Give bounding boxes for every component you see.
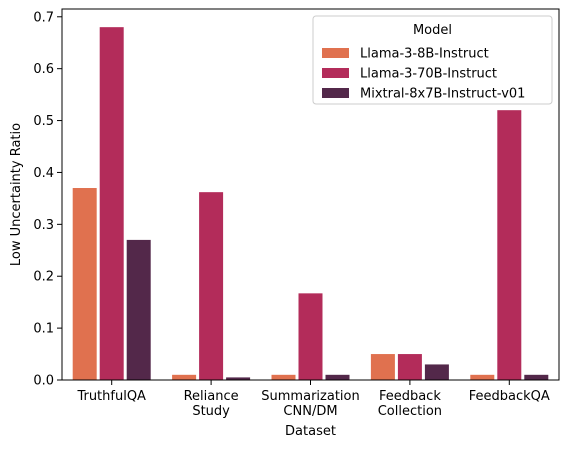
x-tick-label-line: CNN/DM xyxy=(283,404,337,419)
x-tick-label-line: TruthfulQA xyxy=(76,389,146,404)
bar-mixtral-8x7b-instruct-v01-2 xyxy=(325,374,350,380)
y-tick-label: 0.6 xyxy=(33,62,54,77)
x-tick-label-line: Study xyxy=(192,404,230,419)
legend: Model Llama-3-8B-Instruct Llama-3-70B-Inst… xyxy=(312,15,553,105)
bars-layer xyxy=(72,27,549,381)
legend-label: Llama-3-8B-Instruct xyxy=(360,47,489,62)
bar-llama-3-8b-instruct-2 xyxy=(271,374,296,380)
x-tick-label-line: Summarization xyxy=(261,389,359,404)
bar-llama-3-8b-instruct-0 xyxy=(72,188,97,380)
legend-label: Llama-3-70B-Instruct xyxy=(360,67,497,82)
y-axis: 0.0 0.1 0.2 0.3 0.4 0.5 0.6 0.7 xyxy=(33,10,62,389)
y-tick-label: 0.4 xyxy=(33,166,54,181)
y-tick-label: 0.3 xyxy=(33,218,54,233)
bar-llama-3-70b-instruct-0 xyxy=(99,27,124,381)
bar-llama-3-8b-instruct-1 xyxy=(172,374,197,380)
y-tick-label: 0.2 xyxy=(33,270,54,285)
bar-llama-3-70b-instruct-3 xyxy=(397,354,422,380)
legend-title: Model xyxy=(413,23,452,38)
x-tick-label-line: Reliance xyxy=(184,389,239,404)
bar-llama-3-70b-instruct-2 xyxy=(298,293,323,380)
x-tick-label-line: Collection xyxy=(378,404,442,419)
y-tick-label: 0.0 xyxy=(33,374,54,389)
y-tick-label: 0.7 xyxy=(33,10,54,25)
bar-mixtral-8x7b-instruct-v01-4 xyxy=(524,374,549,380)
plot-frame xyxy=(61,8,560,381)
x-tick-label: Reliance Study xyxy=(184,389,239,419)
bar-mixtral-8x7b-instruct-v01-1 xyxy=(226,377,251,380)
x-tick-label: Feedback Collection xyxy=(378,389,442,419)
bar-llama-3-8b-instruct-4 xyxy=(470,374,495,380)
bar-llama-3-8b-instruct-3 xyxy=(370,354,395,380)
x-axis-title: Dataset xyxy=(285,424,336,439)
x-tick-label: FeedbackQA xyxy=(469,389,550,404)
legend-box xyxy=(312,15,553,105)
bar-llama-3-70b-instruct-1 xyxy=(199,192,224,380)
bar-mixtral-8x7b-instruct-v01-3 xyxy=(424,364,449,380)
bar-mixtral-8x7b-instruct-v01-0 xyxy=(126,239,151,380)
legend-label: Mixtral-8x7B-Instruct-v01 xyxy=(360,87,525,102)
legend-swatch xyxy=(322,48,349,58)
x-axis: TruthfulQA Reliance Study Summarization CNN/… xyxy=(76,380,550,419)
x-tick-label: TruthfulQA xyxy=(76,389,146,404)
y-tick-label: 0.5 xyxy=(33,114,54,129)
y-axis-title: Low Uncertainty Ratio xyxy=(9,123,24,266)
y-tick-label: 0.1 xyxy=(33,322,54,337)
x-tick-label-line: Feedback xyxy=(379,389,441,404)
legend-swatch xyxy=(322,68,349,78)
x-tick-label: Summarization CNN/DM xyxy=(261,389,359,419)
bar-llama-3-70b-instruct-4 xyxy=(497,110,522,380)
x-tick-label-line: FeedbackQA xyxy=(469,389,550,404)
legend-swatch xyxy=(322,88,349,98)
